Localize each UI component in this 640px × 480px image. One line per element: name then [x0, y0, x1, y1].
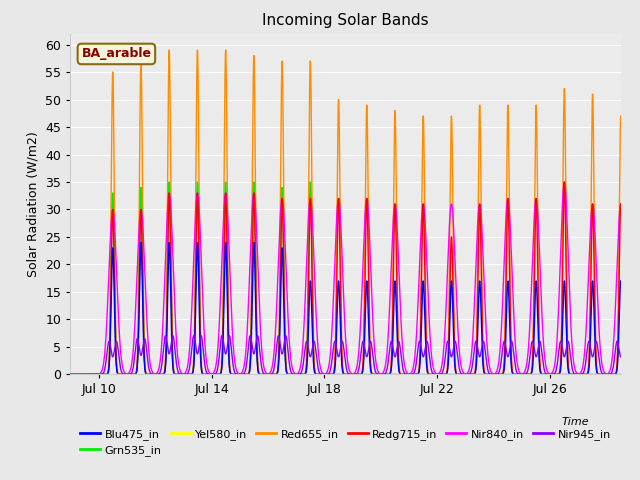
Y-axis label: Solar Radiation (W/m2): Solar Radiation (W/m2) — [27, 131, 40, 277]
Legend: Blu475_in, Grn535_in, Yel580_in, Red655_in, Redg715_in, Nir840_in, Nir945_in: Blu475_in, Grn535_in, Yel580_in, Red655_… — [76, 424, 615, 460]
Title: Incoming Solar Bands: Incoming Solar Bands — [262, 13, 429, 28]
Text: Time: Time — [561, 417, 589, 427]
Text: BA_arable: BA_arable — [81, 48, 152, 60]
